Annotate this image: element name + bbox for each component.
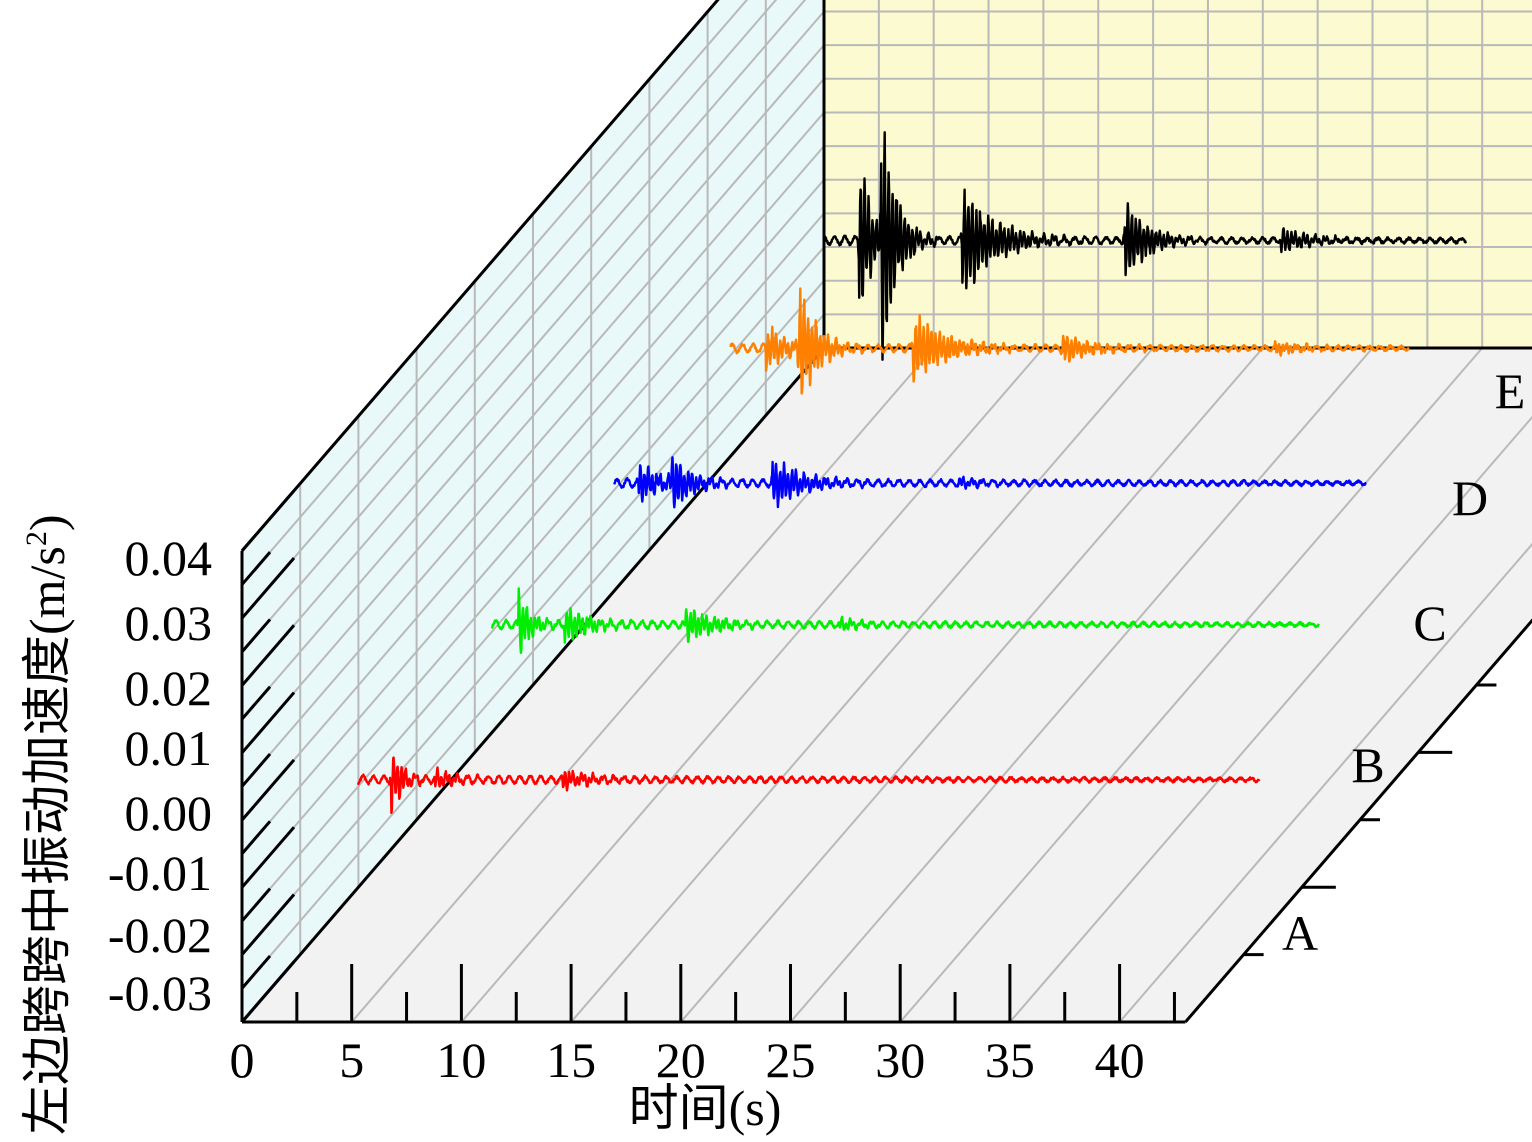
category-label: D bbox=[1452, 470, 1488, 526]
x-tick-label: 35 bbox=[985, 1032, 1035, 1088]
y-minor-tick bbox=[240, 685, 272, 721]
y-tick-mark bbox=[240, 624, 296, 687]
y-axis-label-superscript: 2 bbox=[20, 531, 53, 546]
y-minor-tick bbox=[240, 618, 272, 653]
floor-grid-line bbox=[899, 347, 1483, 1023]
category-label: A bbox=[1282, 905, 1318, 961]
y-minor-tick bbox=[240, 753, 272, 788]
y-tick-label: 0.04 bbox=[125, 530, 213, 586]
series-line-A bbox=[356, 756, 1261, 815]
category-label: E bbox=[1495, 363, 1526, 419]
x-axis-label: 时间(s) bbox=[629, 1080, 782, 1136]
y-tick-label: 0.02 bbox=[125, 660, 213, 716]
series-line-B bbox=[490, 587, 1320, 654]
y-tick-label: -0.03 bbox=[108, 965, 212, 1021]
y-minor-tick bbox=[240, 954, 272, 990]
x-tick-label: 40 bbox=[1095, 1032, 1145, 1088]
frame-edge bbox=[240, 0, 720, 552]
y-tick-mark bbox=[240, 960, 296, 1023]
y-tick-label: -0.01 bbox=[108, 845, 212, 901]
y-minor-tick bbox=[240, 820, 272, 855]
grid-lines bbox=[241, 0, 1532, 1023]
chart-panes bbox=[242, 0, 1532, 1022]
frame-edge bbox=[240, 347, 826, 1023]
floor-grid-line bbox=[460, 347, 1045, 1023]
y-axis-label-main: 左边跨跨中振动加速度(m/s bbox=[19, 546, 75, 1135]
y-tick-mark bbox=[240, 691, 296, 754]
back-wall bbox=[824, 0, 1532, 348]
y-tick-label: -0.02 bbox=[108, 907, 212, 963]
y-tick-mark bbox=[240, 758, 296, 822]
depth-axis: A B C DE bbox=[1243, 363, 1526, 961]
series-group bbox=[356, 131, 1468, 815]
y-minor-tick bbox=[240, 887, 272, 923]
y-tick-mark bbox=[240, 893, 296, 956]
y-tick-mark bbox=[240, 826, 296, 889]
x-tick-label: 15 bbox=[546, 1032, 596, 1088]
y-tick-label: 0.03 bbox=[125, 595, 213, 651]
x-axis: 0 5 10 15 20 25 30 35 40 时间(s) bbox=[230, 964, 1176, 1136]
y-axis-label-close: ) bbox=[19, 514, 75, 531]
y-tick-mark bbox=[240, 556, 296, 620]
series-line-E bbox=[822, 131, 1468, 361]
series-line-C bbox=[613, 456, 1367, 509]
y-tick-label: 0.01 bbox=[125, 720, 213, 776]
category-label: C bbox=[1413, 595, 1446, 651]
floor-grid-line bbox=[570, 347, 1154, 1023]
y-axis: -0.03-0.02 -0.010.00 0.010.02 0.03 0.04 左边跨跨中… bbox=[19, 489, 296, 1135]
floor-grid-line bbox=[680, 347, 1264, 1023]
x-tick-label: 30 bbox=[875, 1032, 925, 1088]
x-tick-label: 0 bbox=[230, 1032, 255, 1088]
category-label: B bbox=[1351, 737, 1384, 793]
floor-grid-line bbox=[789, 347, 1374, 1023]
x-tick-label: 10 bbox=[436, 1032, 486, 1088]
x-tick-label: 20 bbox=[656, 1032, 706, 1088]
y-minor-tick bbox=[240, 551, 272, 586]
x-tick-label: 5 bbox=[339, 1032, 364, 1088]
y-tick-label: 0.00 bbox=[125, 785, 213, 841]
floor-grid-line bbox=[1118, 542, 1532, 1023]
x-tick-label: 25 bbox=[766, 1032, 816, 1088]
floor-grid-line bbox=[1009, 415, 1532, 1023]
floor-pane bbox=[242, 348, 1532, 1022]
y-tick-mark bbox=[240, 489, 296, 552]
y-axis-label: 左边跨跨中振动加速度(m/s2) bbox=[19, 514, 75, 1135]
series-line-D bbox=[729, 287, 1410, 395]
floor-grid-line bbox=[350, 347, 935, 1023]
